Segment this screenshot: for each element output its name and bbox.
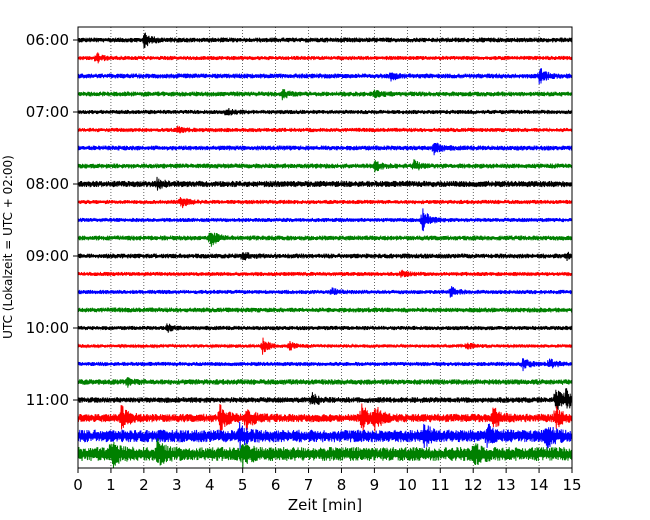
trace-1130 <box>78 421 572 450</box>
x-axis-label: Zeit [min] <box>288 496 362 514</box>
trace-1100 <box>78 388 572 410</box>
trace-0715 <box>78 125 572 134</box>
trace-0945 <box>78 307 572 313</box>
x-tick-label: 2 <box>139 476 149 494</box>
y-tick-label: 11:00 <box>26 391 69 409</box>
x-tick-label: 11 <box>431 476 450 494</box>
x-tick-label: 8 <box>337 476 347 494</box>
trace-0745 <box>78 159 572 173</box>
x-tick-label: 1 <box>106 476 116 494</box>
trace-0700 <box>78 107 572 116</box>
trace-0630 <box>78 68 572 85</box>
y-axis-ticks: 06:00 07:00 08:00 09:00 10:00 11:00 <box>26 31 78 409</box>
x-axis-ticks: 0 1 2 3 4 5 6 7 8 9 10 11 12 13 14 15 <box>73 468 582 494</box>
y-tick-label: 09:00 <box>26 247 69 265</box>
plot-frame <box>77 26 573 469</box>
trace-0915 <box>78 269 572 278</box>
y-tick-label: 06:00 <box>26 31 69 49</box>
x-tick-label: 13 <box>497 476 516 494</box>
trace-1115 <box>78 403 572 432</box>
trace-0900 <box>78 251 572 262</box>
trace-1145 <box>78 438 572 468</box>
y-axis-label: UTC (Lokalzeit = UTC + 02:00) <box>1 155 15 339</box>
trace-0615 <box>78 52 572 64</box>
trace-0815 <box>78 196 572 209</box>
trace-1015 <box>78 337 572 355</box>
x-tick-label: 0 <box>73 476 83 494</box>
x-tick-label: 4 <box>205 476 215 494</box>
trace-0830 <box>78 208 572 232</box>
trace-1045 <box>78 377 572 388</box>
x-tick-label: 10 <box>398 476 417 494</box>
y-tick-label: 10:00 <box>26 319 69 337</box>
trace-0930 <box>78 286 572 298</box>
trace-0600 <box>78 32 572 49</box>
trace-0730 <box>78 142 572 156</box>
x-tick-label: 15 <box>562 476 581 494</box>
seismic-traces <box>78 32 572 468</box>
x-tick-label: 12 <box>464 476 483 494</box>
x-tick-label: 5 <box>238 476 248 494</box>
y-tick-label: 08:00 <box>26 175 69 193</box>
trace-0800 <box>78 176 572 191</box>
trace-1030 <box>78 358 572 372</box>
x-tick-label: 3 <box>172 476 182 494</box>
x-tick-label: 9 <box>370 476 380 494</box>
trace-0845 <box>78 232 572 247</box>
trace-1000 <box>78 323 572 333</box>
x-tick-label: 7 <box>304 476 314 494</box>
x-tick-label: 14 <box>530 476 549 494</box>
y-tick-label: 07:00 <box>26 103 69 121</box>
trace-0645 <box>78 89 572 101</box>
x-tick-label: 6 <box>271 476 281 494</box>
